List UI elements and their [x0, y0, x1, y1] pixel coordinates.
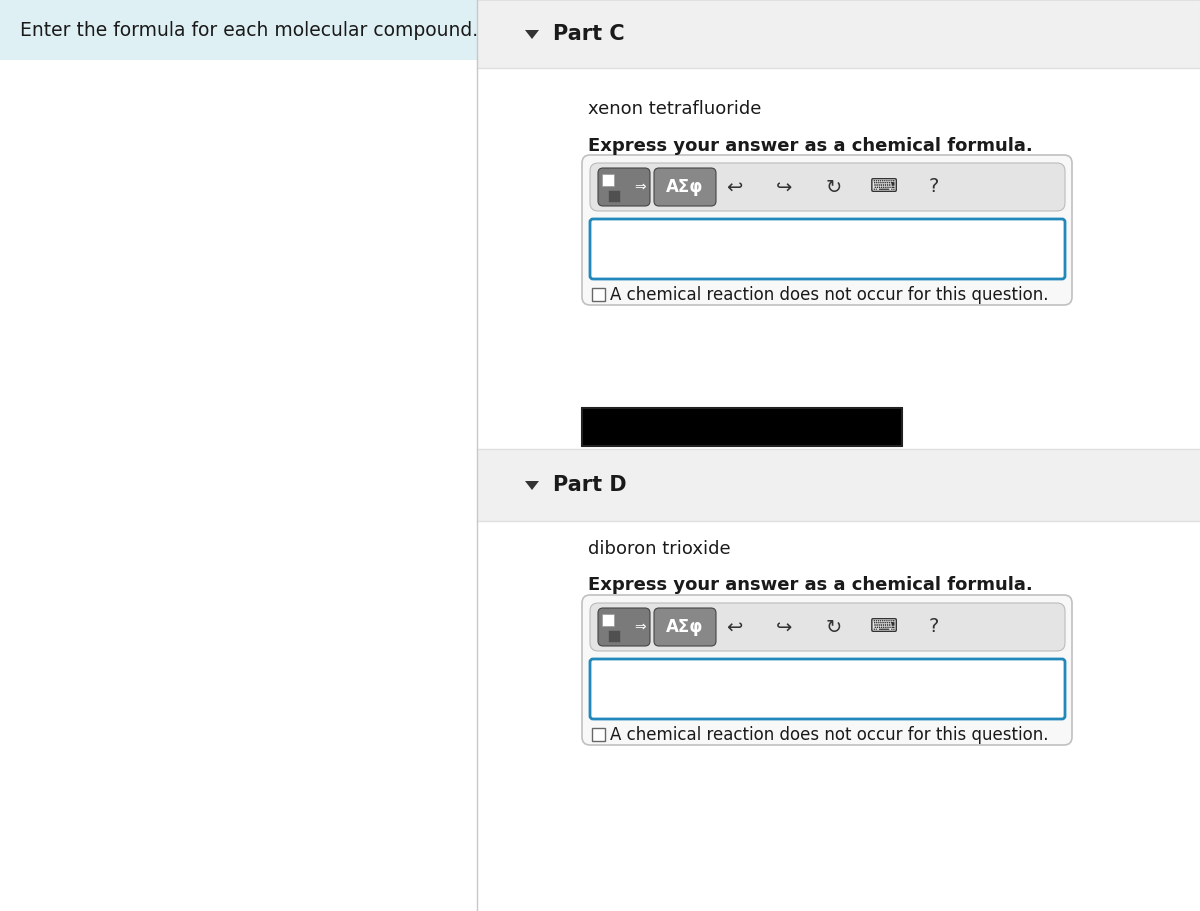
- Text: Part D: Part D: [553, 475, 626, 495]
- Text: ↩: ↩: [726, 178, 742, 197]
- Text: Express your answer as a chemical formula.: Express your answer as a chemical formul…: [588, 576, 1033, 594]
- Text: ⌨: ⌨: [870, 618, 898, 637]
- FancyBboxPatch shape: [654, 608, 716, 646]
- Bar: [478, 0, 1200, 68]
- Text: ⇒: ⇒: [634, 620, 646, 634]
- Bar: [592, 728, 605, 741]
- Bar: [478, 0, 1200, 911]
- Bar: [478, 521, 1200, 911]
- Bar: [478, 449, 1200, 521]
- FancyBboxPatch shape: [598, 608, 650, 646]
- Text: Part C: Part C: [553, 24, 625, 44]
- Text: ΑΣφ: ΑΣφ: [666, 178, 703, 196]
- Text: ↩: ↩: [726, 618, 742, 637]
- Bar: [602, 614, 614, 626]
- FancyBboxPatch shape: [654, 168, 716, 206]
- Bar: [0, 0, 478, 60]
- Text: ↪: ↪: [776, 618, 792, 637]
- Bar: [608, 190, 620, 202]
- Text: ?: ?: [929, 178, 940, 197]
- Text: xenon tetrafluoride: xenon tetrafluoride: [588, 100, 761, 118]
- Text: ↪: ↪: [776, 178, 792, 197]
- Text: ⇒: ⇒: [634, 180, 646, 194]
- Bar: [592, 288, 605, 301]
- Bar: [582, 408, 902, 446]
- Text: ΑΣφ: ΑΣφ: [666, 618, 703, 636]
- Text: ⌨: ⌨: [870, 178, 898, 197]
- FancyBboxPatch shape: [582, 155, 1072, 305]
- Text: ?: ?: [929, 618, 940, 637]
- Polygon shape: [526, 481, 539, 490]
- Text: A chemical reaction does not occur for this question.: A chemical reaction does not occur for t…: [610, 725, 1049, 743]
- Text: ↻: ↻: [826, 618, 842, 637]
- Bar: [0, 60, 478, 911]
- Bar: [478, 68, 1200, 449]
- FancyBboxPatch shape: [582, 595, 1072, 745]
- Text: diboron trioxide: diboron trioxide: [588, 540, 731, 558]
- Bar: [608, 630, 620, 642]
- FancyBboxPatch shape: [590, 659, 1066, 719]
- Text: A chemical reaction does not occur for this question.: A chemical reaction does not occur for t…: [610, 285, 1049, 303]
- FancyBboxPatch shape: [590, 163, 1066, 211]
- FancyBboxPatch shape: [590, 219, 1066, 279]
- Polygon shape: [526, 30, 539, 39]
- Text: Enter the formula for each molecular compound.: Enter the formula for each molecular com…: [20, 21, 478, 39]
- Text: Express your answer as a chemical formula.: Express your answer as a chemical formul…: [588, 137, 1033, 155]
- Bar: [602, 174, 614, 186]
- FancyBboxPatch shape: [598, 168, 650, 206]
- FancyBboxPatch shape: [590, 603, 1066, 651]
- Text: ↻: ↻: [826, 178, 842, 197]
